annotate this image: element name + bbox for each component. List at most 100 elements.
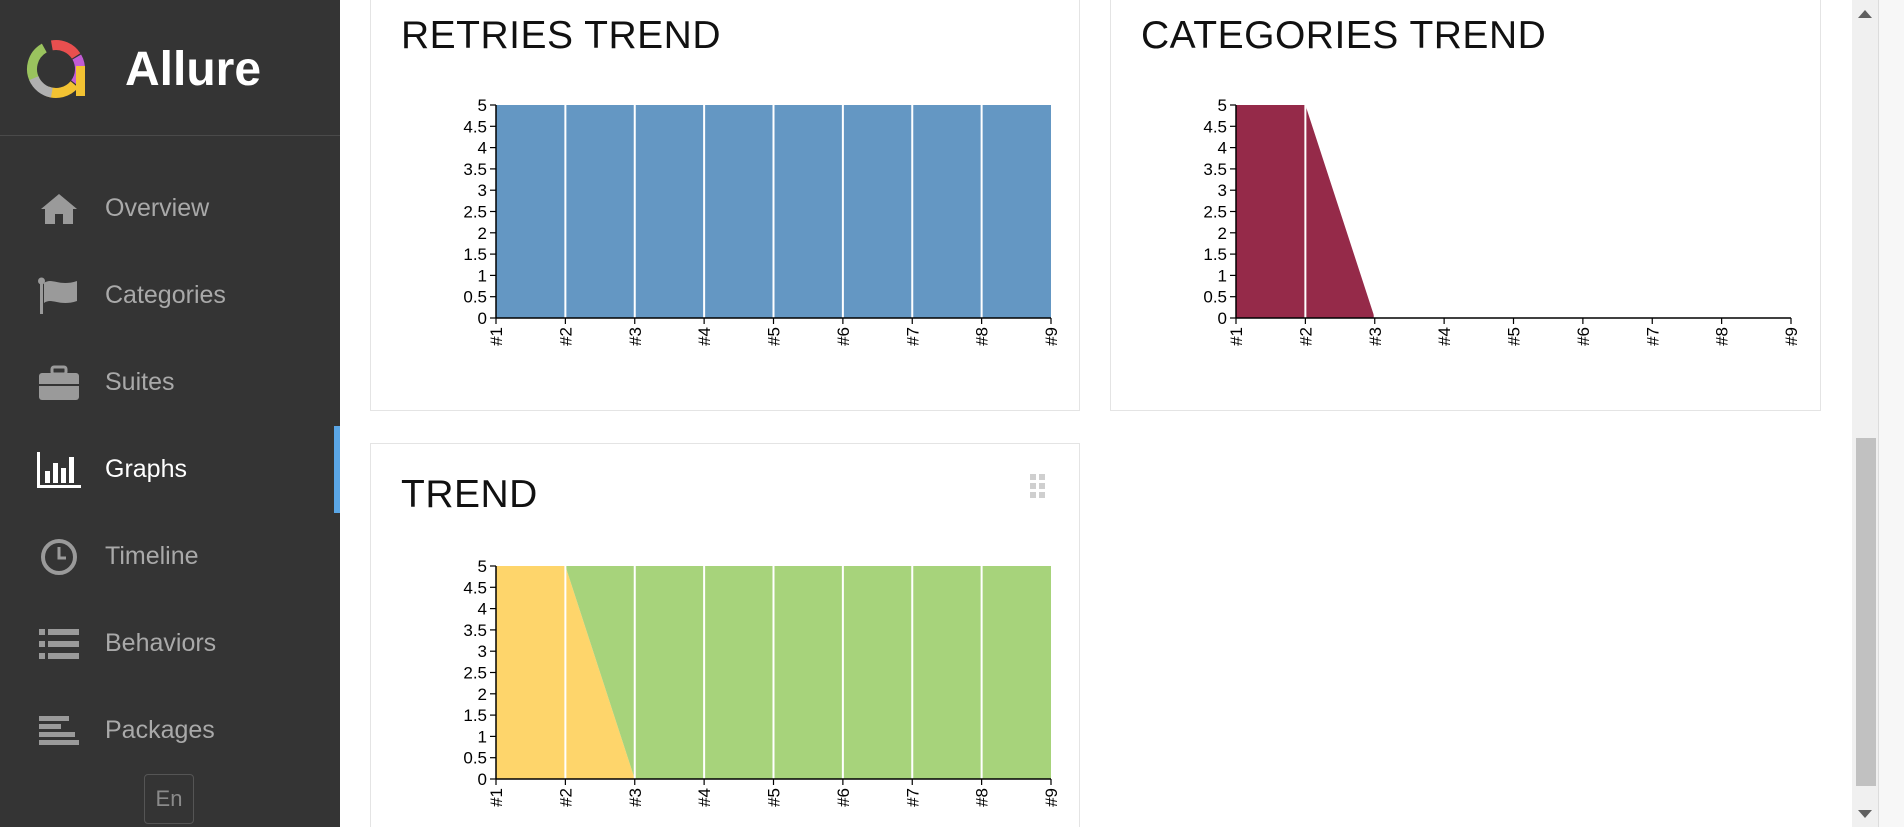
y-tick-label: 4.5 [463, 117, 487, 136]
drag-handle-icon[interactable] [1030, 474, 1048, 500]
sidebar-item-packages[interactable]: Packages [0, 687, 340, 774]
y-tick-label: 2 [1218, 224, 1227, 243]
language-button[interactable]: En [144, 774, 194, 824]
scroll-up-arrow-icon[interactable] [1858, 10, 1872, 18]
y-tick-label: 1 [478, 266, 487, 285]
y-tick-label: 3.5 [463, 621, 487, 640]
x-tick-label: #6 [834, 788, 853, 807]
y-tick-label: 2.5 [1203, 203, 1227, 222]
x-tick-label: #2 [556, 327, 575, 346]
y-tick-label: 4 [478, 600, 487, 619]
y-tick-label: 3.5 [463, 160, 487, 179]
x-tick-label: #7 [903, 327, 922, 346]
align-left-icon [36, 711, 82, 751]
sidebar-nav: Overview Categories Suites Graphs Timeli… [0, 165, 340, 774]
sidebar-item-label: Categories [105, 281, 226, 309]
scroll-down-arrow-icon[interactable] [1858, 810, 1872, 818]
trend-widget: TREND 0 0.5 1 1.5 2 2.5 3 3.5 4 4.5 5 #1 #2 #3 #4 #5 #6 #… [370, 443, 1080, 827]
x-tick-label: #4 [1435, 327, 1454, 346]
series-area-0 [1236, 105, 1791, 318]
y-tick-label: 1.5 [463, 706, 487, 725]
y-tick-label: 5 [478, 557, 487, 576]
x-tick-label: #4 [695, 327, 714, 346]
scrollbar-thumb[interactable] [1856, 438, 1876, 786]
series-area-0 [496, 566, 1051, 779]
y-tick-label: 3 [478, 181, 487, 200]
y-tick-label: 3.5 [1203, 160, 1227, 179]
sidebar-item-behaviors[interactable]: Behaviors [0, 600, 340, 687]
sidebar-item-overview[interactable]: Overview [0, 165, 340, 252]
flag-icon [36, 276, 82, 316]
x-tick-label: #6 [1574, 327, 1593, 346]
y-tick-label: 0 [1218, 309, 1227, 328]
x-tick-label: #6 [834, 327, 853, 346]
x-tick-label: #8 [973, 327, 992, 346]
sidebar-item-label: Suites [105, 368, 175, 396]
x-tick-label: #9 [1042, 788, 1061, 807]
x-tick-label: #8 [973, 788, 992, 807]
y-tick-label: 0.5 [463, 288, 487, 307]
widget-title: TREND [401, 473, 538, 516]
y-tick-label: 0 [478, 309, 487, 328]
y-tick-label: 0.5 [463, 749, 487, 768]
x-tick-label: #1 [487, 788, 506, 807]
x-tick-label: #3 [1366, 327, 1385, 346]
x-tick-label: #5 [765, 327, 784, 346]
y-tick-label: 0.5 [1203, 288, 1227, 307]
widget-title: RETRIES TREND [401, 14, 721, 57]
sidebar-item-label: Packages [105, 716, 215, 744]
y-tick-label: 5 [478, 96, 487, 115]
sidebar-item-graphs[interactable]: Graphs [0, 426, 340, 513]
x-tick-label: #7 [1643, 327, 1662, 346]
y-tick-label: 2 [478, 685, 487, 704]
y-tick-label: 1 [478, 727, 487, 746]
widget-title: CATEGORIES TREND [1141, 14, 1547, 57]
x-tick-label: #8 [1713, 327, 1732, 346]
window-edge [1878, 0, 1904, 827]
sidebar-item-label: Behaviors [105, 629, 217, 657]
main-content: RETRIES TREND 0 0.5 1 1.5 2 2.5 3 3.5 4 4.5 5 #1 #2 #… [340, 0, 1852, 827]
sidebar-item-suites[interactable]: Suites [0, 339, 340, 426]
categories-trend-chart: 0 0.5 1 1.5 2 2.5 3 3.5 4 4.5 5 #1 #2 #3 #4 #5 #6 #7 #8 #9 [1203, 96, 1801, 346]
x-tick-label: #3 [626, 327, 645, 346]
sidebar-item-timeline[interactable]: Timeline [0, 513, 340, 600]
y-tick-label: 4 [478, 139, 487, 158]
y-tick-label: 4.5 [1203, 117, 1227, 136]
x-tick-label: #1 [1227, 327, 1246, 346]
y-tick-label: 2.5 [463, 664, 487, 683]
x-tick-label: #3 [626, 788, 645, 807]
list-icon [36, 624, 82, 664]
allure-logo [27, 40, 85, 98]
x-tick-label: #5 [765, 788, 784, 807]
y-tick-label: 0 [478, 770, 487, 789]
briefcase-icon [36, 363, 82, 403]
y-tick-label: 1.5 [1203, 245, 1227, 264]
clock-icon [36, 537, 82, 577]
y-tick-label: 1 [1218, 266, 1227, 285]
x-tick-label: #9 [1042, 327, 1061, 346]
app-name: Allure [125, 43, 262, 96]
x-tick-label: #7 [903, 788, 922, 807]
x-tick-label: #2 [1296, 327, 1315, 346]
x-tick-label: #9 [1782, 327, 1801, 346]
categories-trend-widget: CATEGORIES TREND 0 0.5 1 1.5 2 2.5 3 3.5 4 4.5 5 #1… [1110, 0, 1821, 411]
x-tick-label: #5 [1505, 327, 1524, 346]
y-tick-label: 4 [1218, 139, 1227, 158]
sidebar-item-categories[interactable]: Categories [0, 252, 340, 339]
x-tick-label: #4 [695, 788, 714, 807]
y-tick-label: 4.5 [463, 578, 487, 597]
y-tick-label: 2 [478, 224, 487, 243]
y-tick-label: 2.5 [463, 203, 487, 222]
y-tick-label: 3 [1218, 181, 1227, 200]
home-icon [36, 189, 82, 229]
bar-chart-icon [36, 450, 82, 490]
retries-trend-widget: RETRIES TREND 0 0.5 1 1.5 2 2.5 3 3.5 4 4.5 5 #1 #2 #… [370, 0, 1080, 411]
sidebar-item-label: Timeline [105, 542, 199, 570]
trend-chart: 0 0.5 1 1.5 2 2.5 3 3.5 4 4.5 5 #1 #2 #3 #4 #5 #6 #7 #8 #9 [463, 557, 1061, 807]
sidebar: Allure Overview Categories Suites Graphs [0, 0, 340, 827]
sidebar-item-label: Graphs [105, 455, 187, 483]
y-tick-label: 1.5 [463, 245, 487, 264]
vertical-scrollbar[interactable] [1852, 0, 1878, 827]
brand[interactable]: Allure [0, 0, 340, 136]
x-tick-label: #1 [487, 327, 506, 346]
